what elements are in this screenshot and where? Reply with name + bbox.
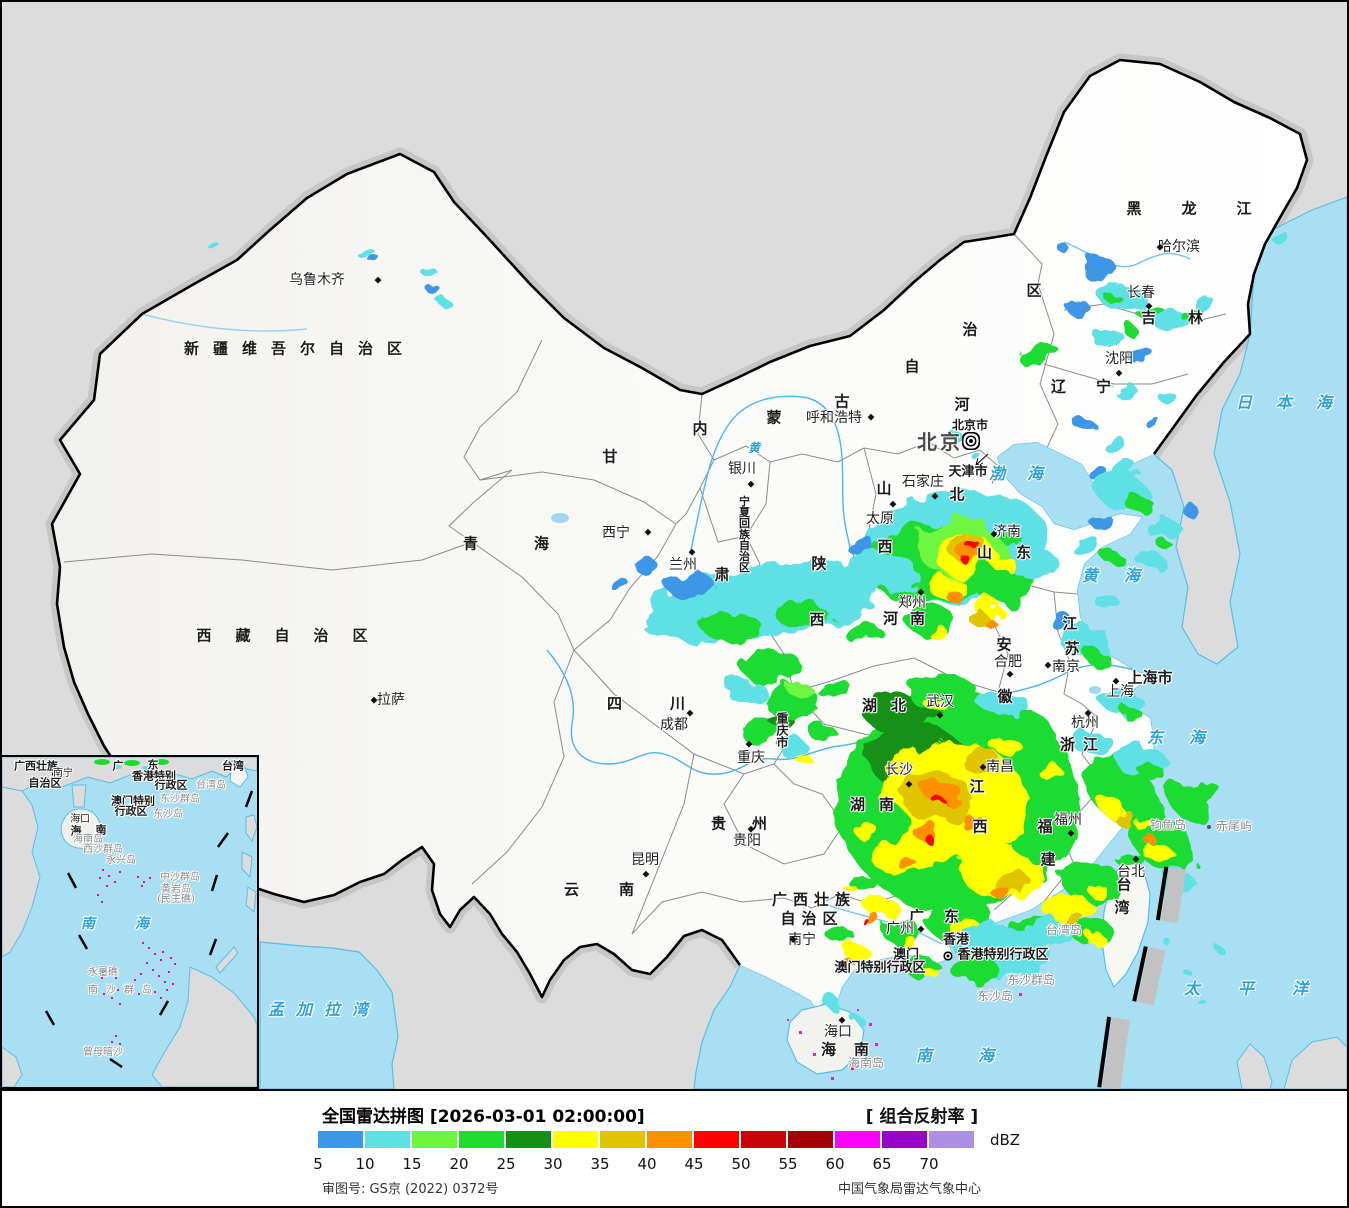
map-title: 全国雷达拼图 [2026-03-01 02:00:00] xyxy=(322,1107,645,1127)
legend-tick: 55 xyxy=(778,1155,798,1173)
inset-islet-marks xyxy=(97,869,176,1045)
inset-taiwan xyxy=(229,760,249,788)
legend-swatch xyxy=(694,1131,739,1148)
legend-tick: 40 xyxy=(637,1155,657,1173)
legend-swatch xyxy=(741,1131,786,1148)
legend-tick: 35 xyxy=(590,1155,610,1173)
hainan-island xyxy=(786,1003,865,1075)
product-label: [ 组合反射率 ] xyxy=(865,1107,979,1127)
unit-label: dBZ xyxy=(990,1131,1021,1149)
legend-tick: 30 xyxy=(543,1155,563,1173)
legend-tick: 50 xyxy=(731,1155,751,1173)
legend-swatch xyxy=(365,1131,410,1148)
philippines-land xyxy=(1236,1036,1347,1089)
sea-bay-of-bengal xyxy=(259,941,399,1089)
legend-tick: 10 xyxy=(355,1155,375,1173)
inset-canvas xyxy=(2,757,257,1087)
legend-tick: 60 xyxy=(825,1155,845,1173)
legend-swatch xyxy=(835,1131,880,1148)
nanning-dot xyxy=(52,772,56,776)
legend-swatch xyxy=(459,1131,504,1148)
legend-swatch xyxy=(553,1131,598,1148)
legend-swatch xyxy=(929,1131,974,1148)
legend-swatch xyxy=(882,1131,927,1148)
legend-swatch xyxy=(318,1131,363,1148)
islet-marks xyxy=(787,979,1022,1080)
legend-tick: 65 xyxy=(872,1155,892,1173)
map-canvas xyxy=(2,2,1347,1089)
qinghai-lake xyxy=(551,513,569,523)
tianjin-arrow xyxy=(975,453,989,466)
legend-tick: 45 xyxy=(684,1155,704,1173)
agency-credit: 中国气象局雷达气象中心 xyxy=(838,1182,982,1197)
south-china-sea-inset: 广西壮族 自治区 南宁广东香港特别 行政区 台湾 澳门特别 行政区 台湾岛 东沙群岛 东沙岛 海口海… xyxy=(2,755,259,1089)
tai-lake xyxy=(1089,686,1101,694)
legend-panel: 全国雷达拼图 [2026-03-01 02:00:00] [ 组合反射率 ] 5… xyxy=(2,1089,1347,1206)
radar-echoes xyxy=(204,231,1290,1024)
inset-dash-line xyxy=(44,790,254,1069)
legend-swatch xyxy=(412,1131,457,1148)
ten-dash-line xyxy=(1097,866,1187,1089)
legend-swatch xyxy=(788,1131,833,1148)
legend-tick: 25 xyxy=(496,1155,516,1173)
legend-tick: 5 xyxy=(313,1155,323,1173)
legend-tick: 70 xyxy=(919,1155,939,1173)
legend-swatch xyxy=(506,1131,551,1148)
inset-radar-specks xyxy=(94,759,169,770)
legend-swatch xyxy=(647,1131,692,1148)
legend-tick: 15 xyxy=(402,1155,422,1173)
map-approval-number: 审图号: GS京 (2022) 0372号 xyxy=(322,1182,499,1197)
legend-tick: 20 xyxy=(449,1155,469,1173)
china-radar-map: 黑龙江 吉林 辽宁内蒙古自治区新疆维吾尔自治区 西藏自治区 青海甘肃宁夏回族自治区陕西山… xyxy=(2,2,1347,1089)
haikou-dot xyxy=(78,814,82,818)
inset-hainan xyxy=(60,808,101,849)
legend-swatch xyxy=(600,1131,645,1148)
